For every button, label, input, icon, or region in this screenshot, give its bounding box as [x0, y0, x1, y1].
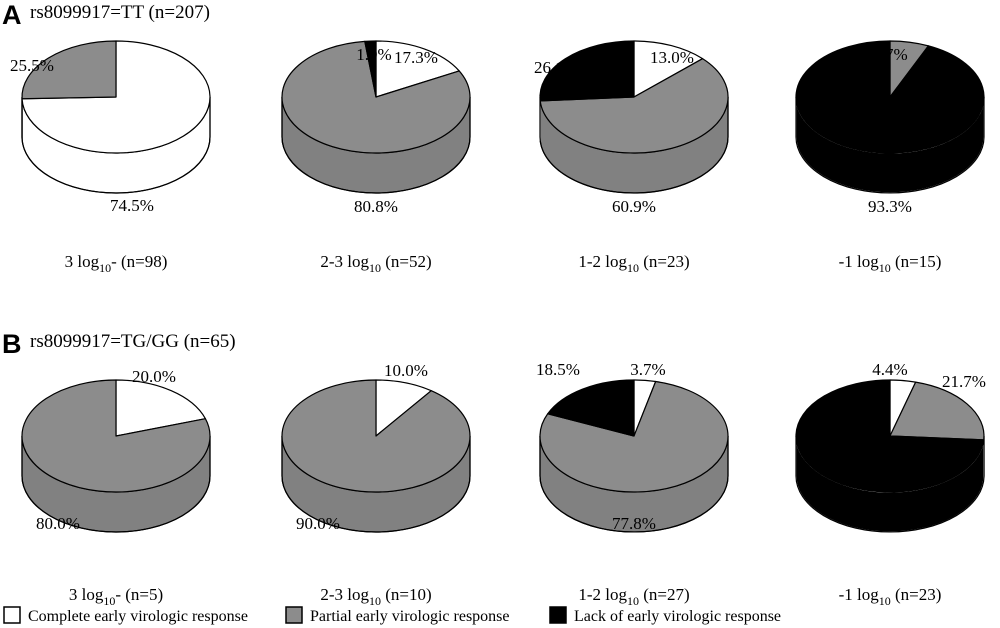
slice-lack: [547, 379, 635, 437]
percent-label-complete: 3.7%: [630, 360, 665, 379]
percent-label-lack: 73.9%: [868, 514, 912, 533]
panel-title: rs8099917=TT (n=207): [30, 2, 210, 23]
percent-label-partial: 90.0%: [296, 514, 340, 533]
percent-label-complete: 17.3%: [394, 48, 438, 67]
slice-complete: [21, 40, 211, 154]
percent-label-partial: 6.7%: [872, 45, 907, 64]
pie-sublabel: 3 log10- (n=98): [65, 252, 168, 275]
percent-label-complete: 4.4%: [872, 360, 907, 379]
pie-rim: [795, 436, 985, 476]
pie-sublabel: 1-2 log10 (n=27): [578, 585, 689, 608]
slice-lack: [795, 379, 985, 493]
slice-partial: [539, 58, 729, 154]
percent-label-partial: 60.9%: [612, 197, 656, 216]
panel-letter: B: [2, 329, 22, 359]
legend-label-complete: Complete early virologic response: [28, 608, 248, 625]
pie-sublabel: 2-3 log10 (n=52): [320, 252, 431, 275]
percent-label-complete: 10.0%: [384, 361, 428, 380]
pie-base-edge: [21, 136, 211, 194]
percent-label-partial: 80.0%: [36, 514, 80, 533]
percent-label-lack: 26.1%: [534, 58, 578, 77]
percent-label-complete: 74.5%: [110, 196, 154, 215]
percent-label-lack: 93.3%: [868, 197, 912, 216]
pie-3: 13.0% 60.9% 26.1% 1-2 log10 (n=23): [534, 40, 729, 275]
slice-complete: [633, 40, 704, 98]
pie-rim: [21, 436, 211, 476]
pie-sublabel: 1-2 log10 (n=23): [578, 252, 689, 275]
legend-label-lack: Lack of early virologic response: [574, 608, 781, 625]
pie-2: 10.0% 90.0% 2-3 log10 (n=10): [281, 361, 471, 608]
pie-rim: [539, 436, 729, 476]
pie-base-edge: [795, 475, 985, 533]
legend-swatch-lack: [549, 606, 567, 624]
legend-swatch-complete: [3, 606, 21, 624]
pie-sublabel: -1 log10 (n=23): [839, 585, 942, 608]
slice-partial: [889, 381, 985, 441]
pie-base-edge: [795, 136, 985, 194]
percent-label-lack: 18.5%: [536, 360, 580, 379]
pie-4: 6.7% 93.3% -1 log10 (n=15): [795, 40, 985, 275]
pie-base-edge: [539, 136, 729, 194]
slice-lack: [795, 40, 985, 154]
pie-base-edge: [281, 136, 471, 194]
slice-complete: [115, 379, 206, 437]
percent-label-lack: 1.9%: [356, 45, 391, 64]
pie-base-edge: [281, 475, 471, 533]
pie-rim: [539, 97, 729, 137]
pie-sublabel: -1 log10 (n=15): [839, 252, 942, 275]
slice-partial: [21, 40, 117, 100]
percent-label-partial: 77.8%: [612, 514, 656, 533]
pie-rim: [281, 97, 471, 137]
legend-label-partial: Partial early virologic response: [310, 608, 510, 625]
pie-rim: [281, 436, 471, 476]
percent-label-partial: 25.5%: [10, 56, 54, 75]
pie-sublabel: 2-3 log10 (n=10): [320, 585, 431, 608]
legend: Complete early virologic response Partial…: [3, 606, 781, 625]
percent-label-partial: 21.7%: [942, 372, 986, 391]
pie-rim: [795, 97, 985, 137]
panel-title: rs8099917=TG/GG (n=65): [30, 331, 236, 352]
percent-label-complete: 13.0%: [650, 48, 694, 67]
slice-complete: [375, 40, 460, 98]
slice-lack: [364, 40, 377, 98]
pie-1: 74.5% 25.5% 3 log10- (n=98): [10, 40, 211, 275]
slice-partial: [21, 379, 211, 493]
legend-swatch-partial: [285, 606, 303, 624]
pie-4: 4.4% 21.7% 73.9% -1 log10 (n=23): [795, 360, 986, 608]
panel-letter: A: [2, 0, 22, 30]
pie-2: 17.3% 80.8% 1.9% 2-3 log10 (n=52): [281, 40, 471, 275]
pie-base-edge: [21, 475, 211, 533]
pie-1: 20.0% 80.0% 3 log10- (n=5): [21, 367, 211, 608]
percent-label-partial: 80.8%: [354, 197, 398, 216]
slice-partial: [539, 380, 729, 493]
percent-label-complete: 20.0%: [132, 367, 176, 386]
pie-sublabel: 3 log10- (n=5): [69, 585, 163, 608]
slice-partial: [281, 379, 471, 493]
pie-3: 3.7% 77.8% 18.5% 1-2 log10 (n=27): [536, 360, 729, 608]
pie-base-edge: [539, 475, 729, 533]
pie-rim: [21, 97, 211, 137]
slice-lack: [539, 40, 635, 102]
